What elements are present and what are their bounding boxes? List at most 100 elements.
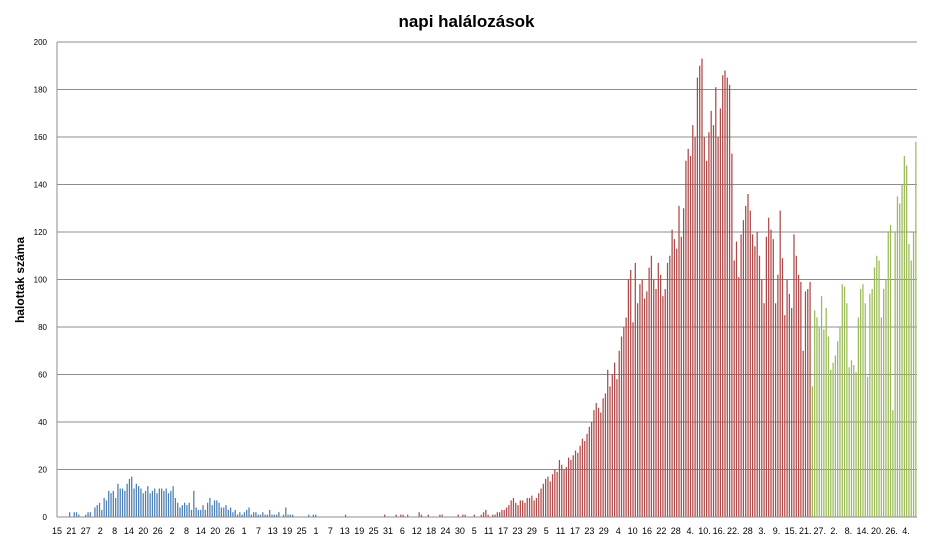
bar bbox=[733, 260, 735, 517]
bar bbox=[600, 412, 602, 517]
bar bbox=[648, 267, 650, 518]
axes bbox=[56, 42, 917, 518]
bar bbox=[857, 317, 859, 517]
bar bbox=[641, 279, 643, 517]
bar bbox=[653, 279, 655, 517]
bar bbox=[344, 514, 347, 518]
bar bbox=[186, 505, 188, 518]
x-tick-label: 16 bbox=[642, 526, 652, 536]
bar bbox=[264, 514, 266, 518]
bar bbox=[616, 379, 618, 517]
bar bbox=[584, 441, 586, 517]
bar bbox=[634, 262, 636, 518]
bar bbox=[545, 479, 547, 517]
bar bbox=[181, 505, 183, 518]
x-tick-label: 11 bbox=[484, 526, 493, 536]
bar bbox=[894, 232, 896, 517]
bar bbox=[561, 464, 563, 517]
bar bbox=[873, 267, 876, 518]
bar bbox=[712, 125, 715, 518]
bar bbox=[726, 77, 728, 518]
x-tick-label: 7 bbox=[256, 526, 261, 536]
bar bbox=[611, 374, 613, 517]
bar bbox=[896, 196, 899, 518]
bar bbox=[218, 502, 220, 517]
bar bbox=[395, 514, 397, 518]
bar bbox=[457, 514, 459, 518]
bar bbox=[156, 493, 158, 517]
bar bbox=[103, 498, 105, 517]
bar bbox=[519, 500, 521, 518]
x-tick-label: 14 bbox=[196, 526, 206, 536]
bar bbox=[814, 310, 816, 518]
bar bbox=[400, 514, 402, 518]
bar bbox=[678, 205, 680, 518]
bar bbox=[190, 509, 193, 518]
bar bbox=[170, 490, 172, 518]
bar bbox=[650, 255, 653, 517]
bar bbox=[609, 386, 611, 518]
x-tick-label: 14. bbox=[857, 526, 870, 536]
bar bbox=[144, 490, 147, 518]
bar bbox=[75, 512, 78, 517]
bar bbox=[492, 514, 494, 518]
bar bbox=[94, 507, 96, 517]
bar bbox=[749, 210, 751, 518]
bar bbox=[853, 365, 855, 517]
y-tick-labels: 0 20 40 60 80 100 120 140 160 180 200 bbox=[34, 38, 48, 522]
bar bbox=[740, 234, 742, 518]
bar bbox=[818, 327, 820, 517]
bar bbox=[510, 500, 512, 518]
bar bbox=[257, 514, 259, 518]
bar bbox=[850, 360, 853, 517]
y-tick-label: 60 bbox=[38, 371, 47, 380]
bar bbox=[275, 514, 278, 518]
bar bbox=[278, 512, 280, 517]
y-tick-label: 200 bbox=[34, 38, 48, 47]
bar bbox=[241, 514, 243, 518]
bar bbox=[197, 509, 200, 518]
x-tick-label: 17 bbox=[498, 526, 508, 536]
bar bbox=[554, 469, 556, 517]
bar bbox=[239, 512, 241, 517]
bar bbox=[179, 507, 181, 517]
bar bbox=[862, 284, 864, 517]
x-tick-label: 24 bbox=[440, 526, 450, 536]
bar bbox=[912, 232, 915, 517]
bar bbox=[703, 137, 705, 517]
bar bbox=[248, 507, 250, 517]
x-tick-label: 17 bbox=[570, 526, 580, 536]
x-tick-label: 1 bbox=[313, 526, 318, 536]
bar bbox=[777, 274, 779, 517]
x-tick-label: 20 bbox=[210, 526, 220, 536]
x-tick-label: 23 bbox=[512, 526, 522, 536]
bar bbox=[427, 514, 429, 518]
bar bbox=[522, 500, 524, 518]
bar bbox=[915, 141, 917, 517]
bar bbox=[639, 284, 641, 517]
bar bbox=[687, 148, 689, 518]
bar bbox=[112, 490, 114, 518]
bar bbox=[903, 156, 905, 517]
bar bbox=[138, 486, 140, 518]
bar bbox=[742, 220, 745, 518]
bar bbox=[834, 355, 836, 517]
bar bbox=[770, 229, 772, 518]
bar bbox=[533, 500, 535, 518]
bar bbox=[473, 514, 475, 518]
x-tick-label: 15 bbox=[52, 526, 62, 536]
bar bbox=[807, 289, 809, 517]
bar bbox=[206, 502, 209, 517]
bar bbox=[119, 488, 121, 517]
x-tick-label: 6 bbox=[400, 526, 405, 536]
bar bbox=[876, 255, 878, 517]
bar bbox=[839, 327, 841, 517]
bar bbox=[282, 514, 285, 518]
bar bbox=[855, 372, 857, 518]
bar bbox=[788, 293, 791, 517]
bar bbox=[384, 514, 386, 518]
bar bbox=[630, 270, 632, 517]
bar bbox=[418, 512, 420, 517]
x-tick-label: 13 bbox=[268, 526, 278, 536]
